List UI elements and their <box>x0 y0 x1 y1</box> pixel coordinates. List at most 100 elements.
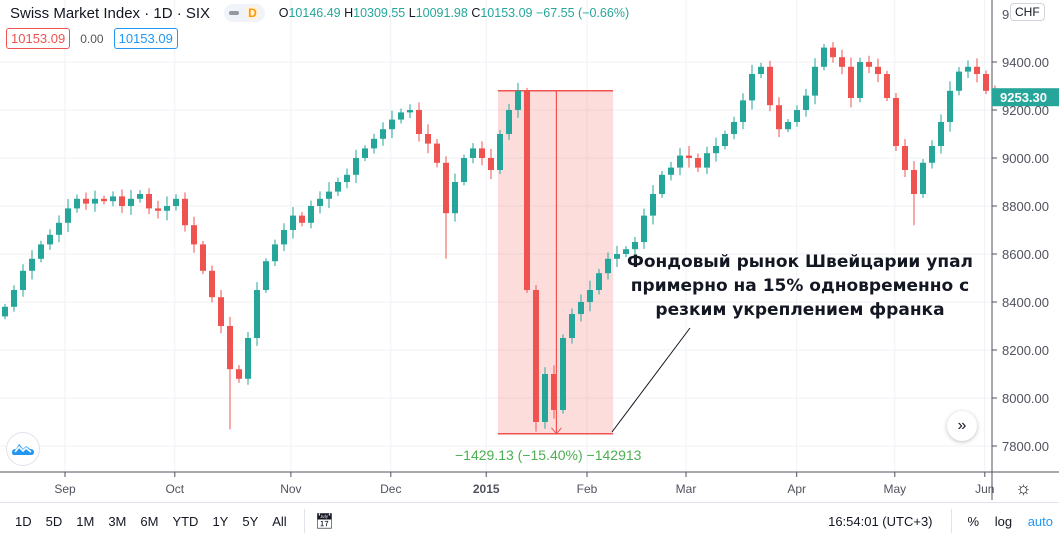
auto-toggle[interactable]: auto <box>1027 513 1053 529</box>
go-to-date-icon[interactable]: 📅︎ <box>314 513 334 530</box>
candle-body <box>119 196 125 206</box>
grid <box>0 0 992 472</box>
chart-settings-icon[interactable]: ☼ <box>1015 478 1032 498</box>
candle-body <box>578 302 584 314</box>
tradingview-logo[interactable] <box>6 432 40 466</box>
candle-body <box>434 143 440 163</box>
candle-body <box>353 158 359 175</box>
currency-label[interactable]: CHF <box>1010 3 1045 21</box>
range-5y[interactable]: 5Y <box>242 513 259 529</box>
candle-body <box>20 270 26 290</box>
y-tick-label: 8800.00 <box>1002 199 1049 214</box>
x-tick-label: Mar <box>676 482 697 496</box>
candle-body <box>11 290 17 307</box>
price-chart[interactable]: 9400.00 9200.00 9000.00 8800.00 8600.00 8400.… <box>0 0 1059 502</box>
candle-body <box>569 314 575 338</box>
candle-body <box>479 148 485 158</box>
range-1y[interactable]: 1Y <box>212 513 229 529</box>
y-tick-label: 8200.00 <box>1002 343 1049 358</box>
x-tick-label: Feb <box>577 482 598 496</box>
cloud-chart-icon <box>12 444 34 455</box>
candle-body <box>884 74 890 98</box>
candle-body <box>614 254 620 259</box>
candle-body <box>299 215 305 223</box>
buy-button[interactable]: 10153.09 <box>113 28 178 49</box>
y-tick-label: 7800.00 <box>1002 439 1049 454</box>
candle-body <box>371 138 377 149</box>
chart-header: Swiss Market Index · 1D · SIX D O10146.4… <box>10 4 629 22</box>
candle-body <box>290 215 296 230</box>
percent-toggle[interactable]: % <box>967 513 980 529</box>
candle-body <box>920 162 926 194</box>
candle-body <box>470 148 476 158</box>
x-tick-label: 2015 <box>473 482 500 496</box>
candle-body <box>101 198 107 202</box>
candle-body <box>236 369 242 379</box>
candle-body <box>641 215 647 242</box>
x-tick-label: Apr <box>787 482 806 496</box>
range-5d[interactable]: 5D <box>45 513 63 529</box>
bottom-toolbar: 1D 5D 1M 3M 6M YTD 1Y 5Y All 📅︎ 16:54:01… <box>0 502 1059 539</box>
range-1m[interactable]: 1M <box>76 513 95 529</box>
candle-body <box>605 258 611 274</box>
candle-body <box>767 66 773 106</box>
symbol-title[interactable]: Swiss Market Index · 1D · SIX <box>10 4 211 22</box>
log-toggle[interactable]: log <box>994 513 1013 529</box>
y-tick-label: 9400.00 <box>1002 55 1049 70</box>
clock: 16:54:01 (UTC+3) <box>828 513 933 529</box>
candle-body <box>200 244 206 271</box>
range-all[interactable]: All <box>272 513 287 529</box>
candle-body <box>344 174 350 182</box>
candle-body <box>686 155 692 158</box>
candle-body <box>722 134 728 146</box>
candle-body <box>443 162 449 214</box>
candle-body <box>947 90 953 122</box>
candle-body <box>875 66 881 74</box>
market-status-pill[interactable]: D <box>224 4 265 22</box>
candle-body <box>857 62 863 98</box>
axes: 9400.00 9200.00 9000.00 8800.00 8600.00 8400.… <box>0 0 1059 500</box>
candle-body <box>308 206 314 223</box>
candle-body <box>803 95 809 110</box>
candle-body <box>254 290 260 338</box>
y-tick-label: 8400.00 <box>1002 295 1049 310</box>
candle-body <box>56 222 62 235</box>
candle-body <box>515 90 521 110</box>
candle-body <box>218 297 224 326</box>
candle-body <box>164 206 170 211</box>
candle-body <box>128 198 134 206</box>
candle-body <box>695 158 701 168</box>
candle-body <box>596 273 602 290</box>
candle-body <box>785 122 791 130</box>
candle-body <box>92 198 98 204</box>
candle-body <box>461 158 467 182</box>
candle-body <box>146 194 152 209</box>
candles <box>2 42 998 432</box>
range-3m[interactable]: 3M <box>108 513 127 529</box>
minus-icon <box>229 11 240 15</box>
x-tick-label: Jun <box>975 482 994 496</box>
candle-body <box>713 146 719 154</box>
candle-body <box>830 47 836 58</box>
candle-body <box>983 74 989 91</box>
candle-body <box>65 208 71 223</box>
scroll-to-realtime-button[interactable]: » <box>947 411 977 441</box>
range-1d[interactable]: 1D <box>15 513 32 529</box>
candle-body <box>776 105 782 130</box>
measurement-label: −1429.13 (−15.40%) −142913 <box>455 447 642 463</box>
candle-body <box>227 326 233 370</box>
candle-body <box>281 230 287 245</box>
range-6m[interactable]: 6M <box>140 513 159 529</box>
candle-body <box>389 119 395 130</box>
candle-body <box>812 66 818 96</box>
candle-body <box>209 270 215 298</box>
annotation-text[interactable]: Фондовый рынок Швейцарии упал примерно н… <box>626 252 973 320</box>
x-tick-label: Oct <box>165 482 184 496</box>
candle-body <box>866 62 872 67</box>
x-tick-label: Dec <box>380 482 401 496</box>
candle-body <box>272 244 278 262</box>
candle-body <box>425 134 431 144</box>
range-ytd[interactable]: YTD <box>172 513 199 529</box>
candle-body <box>497 134 503 170</box>
sell-button[interactable]: 10153.09 <box>6 28 71 49</box>
